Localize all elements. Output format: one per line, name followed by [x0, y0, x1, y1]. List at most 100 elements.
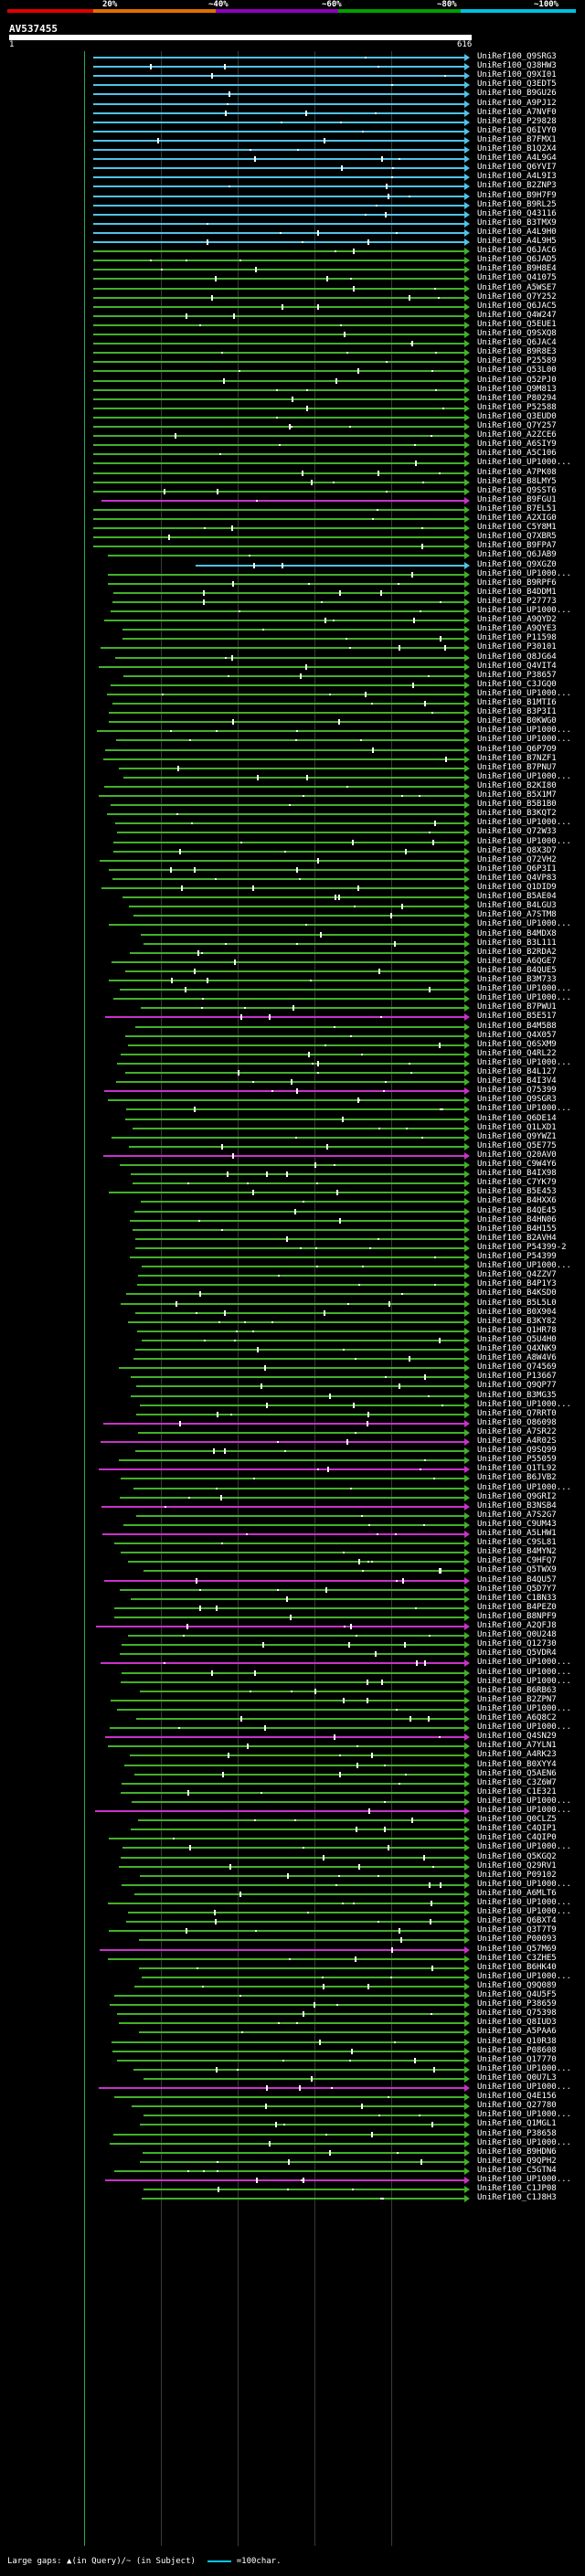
hit-label[interactable]: UniRef100_C1JP08: [477, 2184, 557, 2194]
alignment-line[interactable]: [104, 785, 464, 788]
alignment-line[interactable]: [135, 1450, 464, 1453]
alignment-line[interactable]: [110, 1727, 464, 1730]
alignment-line[interactable]: [136, 1514, 464, 1517]
alignment-line[interactable]: [112, 703, 464, 705]
hit-label[interactable]: UniRef100_B5E517: [477, 1012, 557, 1022]
hit-label[interactable]: UniRef100_Q0U7L3: [477, 2072, 557, 2083]
hit-label[interactable]: UniRef100_Q6IVY0: [477, 125, 557, 135]
alignment-line[interactable]: [122, 896, 464, 899]
hit-label[interactable]: UniRef100_B4IX98: [477, 1169, 557, 1179]
hit-label[interactable]: UniRef100_UP1000...: [477, 1806, 571, 1815]
alignment-line[interactable]: [121, 1856, 464, 1859]
alignment-line[interactable]: [93, 314, 464, 317]
alignment-line[interactable]: [93, 231, 464, 234]
alignment-line[interactable]: [105, 2179, 464, 2181]
alignment-line[interactable]: [134, 1773, 464, 1776]
hit-label[interactable]: UniRef100_B9H7F9: [477, 190, 557, 200]
alignment-line[interactable]: [114, 2096, 464, 2099]
hit-label[interactable]: UniRef100_Q9XI01: [477, 70, 557, 80]
alignment-line[interactable]: [134, 1985, 464, 1988]
alignment-line[interactable]: [131, 1829, 464, 1831]
hit-label[interactable]: UniRef100_B9FGU1: [477, 494, 557, 504]
hit-label[interactable]: UniRef100_B8LMY5: [477, 476, 557, 486]
hit-label[interactable]: UniRef100_Q29RV1: [477, 1860, 557, 1871]
alignment-line[interactable]: [137, 1330, 464, 1332]
alignment-line[interactable]: [135, 1237, 464, 1240]
alignment-line[interactable]: [96, 1626, 464, 1627]
hit-label[interactable]: UniRef100_Q4X057: [477, 1030, 557, 1040]
hit-label[interactable]: UniRef100_UP1000...: [477, 568, 571, 578]
alignment-line[interactable]: [93, 213, 464, 216]
hit-label[interactable]: UniRef100_UP1000...: [477, 688, 571, 698]
alignment-line[interactable]: [93, 352, 464, 355]
hit-label[interactable]: UniRef100_B7FMX1: [477, 134, 557, 144]
hit-label[interactable]: UniRef100_B5B1B0: [477, 800, 557, 810]
hit-label[interactable]: UniRef100_Q4XNK9: [477, 1344, 557, 1353]
hit-label[interactable]: UniRef100_Q9QPH2: [477, 2156, 557, 2166]
alignment-line[interactable]: [140, 2124, 464, 2126]
alignment-line[interactable]: [93, 546, 464, 548]
hit-label[interactable]: UniRef100_Q1DID9: [477, 883, 557, 892]
alignment-line[interactable]: [93, 130, 464, 133]
alignment-line[interactable]: [123, 1523, 464, 1526]
alignment-line[interactable]: [93, 426, 464, 428]
hit-label[interactable]: UniRef100_P38659: [477, 1999, 557, 2009]
hit-label[interactable]: UniRef100_Q9XGZ0: [477, 559, 557, 569]
alignment-line[interactable]: [140, 1690, 464, 1692]
alignment-line[interactable]: [93, 121, 464, 123]
alignment-line[interactable]: [93, 527, 464, 530]
alignment-line[interactable]: [93, 260, 464, 262]
alignment-line[interactable]: [132, 1800, 464, 1803]
hit-label[interactable]: UniRef100_A4L9G4: [477, 154, 557, 164]
alignment-line[interactable]: [119, 2022, 464, 2025]
hit-label[interactable]: UniRef100_B1Q2X4: [477, 144, 557, 154]
alignment-line[interactable]: [122, 1644, 464, 1647]
hit-label[interactable]: UniRef100_Q5KGQ2: [477, 1851, 557, 1861]
hit-label[interactable]: UniRef100_UP1000...: [477, 1104, 571, 1114]
alignment-line[interactable]: [133, 1182, 464, 1185]
hit-label[interactable]: UniRef100_Q8JG64: [477, 652, 557, 662]
alignment-line[interactable]: [99, 1468, 464, 1471]
alignment-line[interactable]: [141, 933, 464, 936]
alignment-line[interactable]: [101, 887, 464, 889]
hit-label[interactable]: UniRef100_UP1000...: [477, 458, 571, 468]
alignment-line[interactable]: [105, 1736, 464, 1739]
hit-label[interactable]: UniRef100_B4I3V4: [477, 1076, 557, 1087]
alignment-line[interactable]: [93, 66, 464, 69]
alignment-line[interactable]: [126, 1921, 464, 1924]
hit-label[interactable]: UniRef100_Q52PJ0: [477, 375, 557, 385]
hit-label[interactable]: UniRef100_Q7XBR5: [477, 532, 557, 542]
alignment-line[interactable]: [138, 1431, 464, 1434]
hit-label[interactable]: UniRef100_Q4ZZV7: [477, 1270, 557, 1280]
alignment-line[interactable]: [108, 1957, 464, 1960]
hit-label[interactable]: UniRef100_B3P3I1: [477, 707, 557, 717]
alignment-line[interactable]: [101, 1505, 464, 1508]
alignment-line[interactable]: [120, 989, 464, 991]
hit-label[interactable]: UniRef100_P09102: [477, 1870, 557, 1880]
alignment-line[interactable]: [144, 2077, 464, 2080]
alignment-line[interactable]: [111, 1699, 464, 1701]
hit-label[interactable]: UniRef100_Q9SGR3: [477, 1095, 557, 1105]
hit-label[interactable]: UniRef100_B9GU26: [477, 89, 557, 99]
alignment-line[interactable]: [131, 1394, 464, 1397]
hit-label[interactable]: UniRef100_B4PEZ0: [477, 1602, 557, 1612]
hit-label[interactable]: UniRef100_B4QE45: [477, 1205, 557, 1215]
hit-label[interactable]: UniRef100_A4R02S: [477, 1436, 557, 1446]
alignment-line[interactable]: [130, 1219, 464, 1222]
alignment-line[interactable]: [108, 1903, 464, 1904]
hit-label[interactable]: UniRef100_O86098: [477, 1417, 557, 1427]
hit-label[interactable]: UniRef100_Q3EUD0: [477, 411, 557, 421]
hit-label[interactable]: UniRef100_B0XYY4: [477, 1759, 557, 1769]
hit-label[interactable]: UniRef100_B4L127: [477, 1067, 557, 1076]
hit-label[interactable]: UniRef100_A7S2G7: [477, 1510, 557, 1520]
hit-label[interactable]: UniRef100_B4QUE5: [477, 965, 557, 975]
hit-label[interactable]: UniRef100_Q74569: [477, 1362, 557, 1373]
hit-label[interactable]: UniRef100_UP1000...: [477, 993, 571, 1003]
hit-label[interactable]: UniRef100_Q75399: [477, 1086, 557, 1096]
hit-label[interactable]: UniRef100_A2XIG0: [477, 514, 557, 523]
hit-label[interactable]: UniRef100_A6QGE7: [477, 956, 557, 966]
alignment-line[interactable]: [125, 1034, 464, 1037]
alignment-line[interactable]: [139, 2031, 464, 2034]
alignment-line[interactable]: [93, 84, 464, 87]
alignment-line[interactable]: [109, 924, 464, 927]
